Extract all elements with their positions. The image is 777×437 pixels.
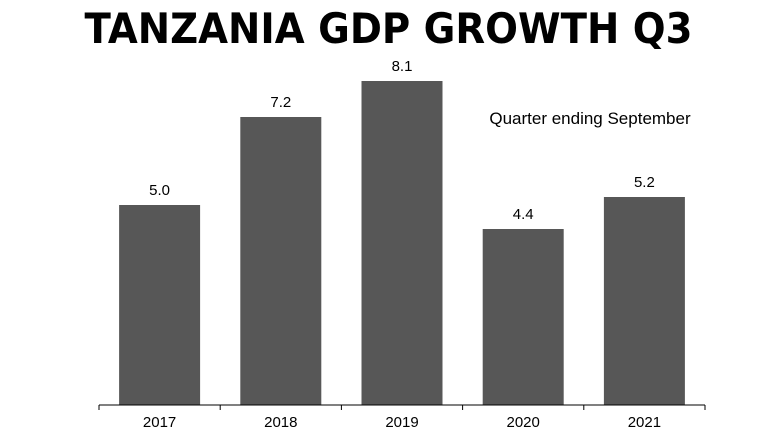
x-tick-label-2017: 2017: [143, 414, 176, 431]
bar-2018: [240, 117, 322, 405]
bars-layer: [119, 81, 685, 405]
data-label-2017: 5.0: [149, 182, 170, 199]
bar-2020: [482, 229, 564, 405]
data-labels-layer: 5.0 7.2 8.1 4.4 5.2: [149, 58, 655, 223]
data-label-2021: 5.2: [634, 174, 655, 191]
x-tick-label-2018: 2018: [264, 414, 297, 431]
data-label-2020: 4.4: [513, 206, 534, 223]
data-label-2018: 7.2: [270, 94, 291, 111]
x-tick-label-2019: 2019: [385, 414, 418, 431]
bar-2021: [603, 197, 685, 405]
x-tick-label-2020: 2020: [507, 414, 540, 431]
data-label-2019: 8.1: [392, 58, 413, 75]
chart-annotation: Quarter ending September: [489, 109, 691, 128]
bar-2019: [361, 81, 443, 405]
x-tick-label-2021: 2021: [628, 414, 661, 431]
bar-2017: [119, 205, 201, 405]
chart-title: TANZANIA GDP GROWTH Q3: [84, 4, 693, 53]
x-ticks-layer: 2017 2018 2019 2020 2021: [98, 405, 706, 431]
